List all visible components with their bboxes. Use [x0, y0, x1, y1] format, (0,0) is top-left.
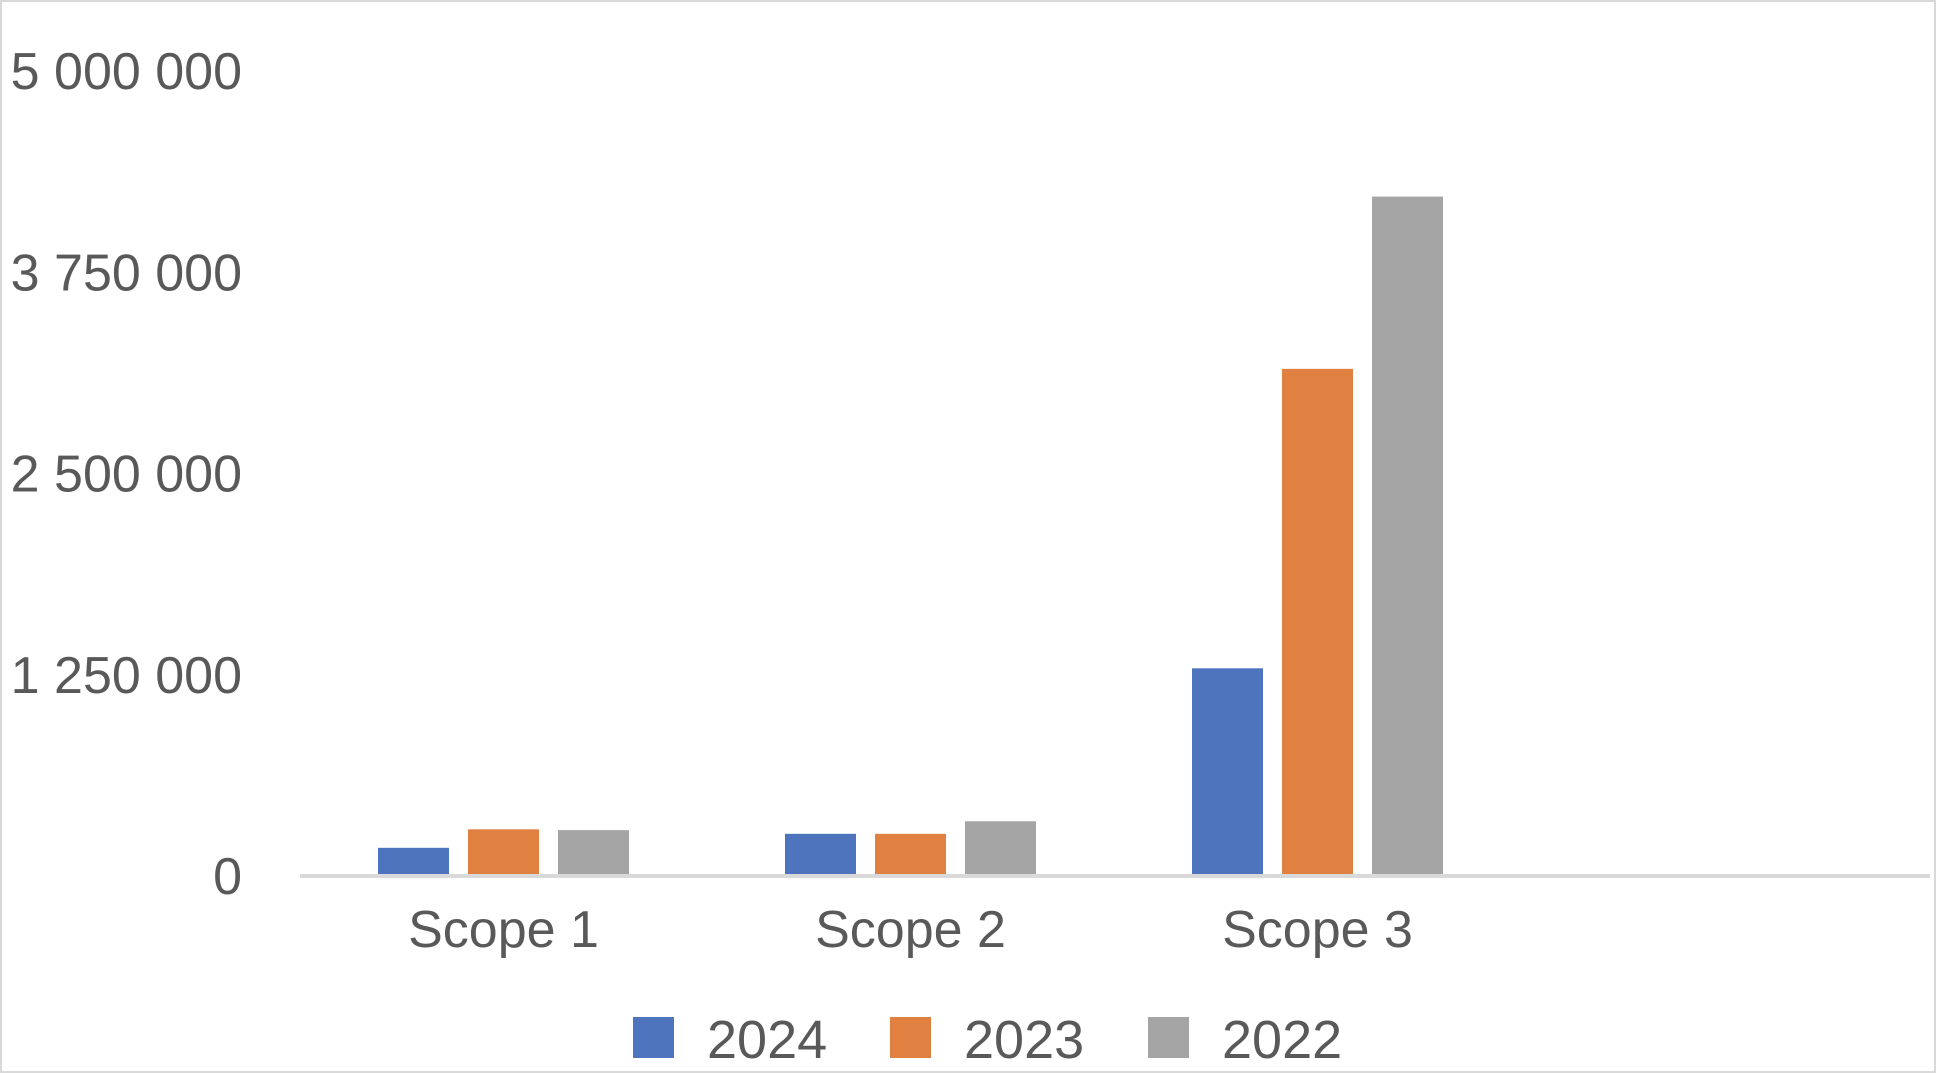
bar-scope-2-2023 [875, 833, 946, 876]
legend-swatch-2023 [890, 1017, 931, 1058]
bar-scope-1-2024 [378, 847, 449, 876]
x-tick-label: Scope 3 [1222, 901, 1413, 959]
legend-label-2024: 2024 [707, 1010, 827, 1070]
x-axis-labels: Scope 1 Scope 2 Scope 3 [408, 901, 1413, 959]
x-tick-label: Scope 1 [408, 901, 599, 959]
bar-scope-1-2023 [468, 829, 539, 876]
y-tick-label: 3 750 000 [11, 244, 242, 302]
bar-scope-2-2024 [785, 833, 856, 876]
legend-label-2023: 2023 [964, 1010, 1084, 1070]
bar-scope-2-2022 [965, 821, 1036, 876]
legend-label-2022: 2022 [1222, 1010, 1342, 1070]
y-tick-label: 0 [213, 848, 242, 906]
legend: 2024 2023 2022 [633, 1010, 1342, 1070]
bar-scope-3-2022 [1372, 196, 1443, 876]
legend-swatch-2022 [1148, 1017, 1189, 1058]
bar-scope-3-2023 [1282, 368, 1353, 876]
y-tick-label: 1 250 000 [11, 647, 242, 705]
y-tick-label: 5 000 000 [11, 43, 242, 101]
x-tick-label: Scope 2 [815, 901, 1006, 959]
bar-scope-3-2024 [1192, 668, 1263, 876]
bar-scope-1-2022 [558, 830, 629, 876]
legend-swatch-2024 [633, 1017, 674, 1058]
y-axis: 0 1 250 000 2 500 000 3 750 000 5 000 000 [11, 43, 242, 906]
bars [378, 196, 1443, 876]
y-tick-label: 2 500 000 [11, 446, 242, 504]
